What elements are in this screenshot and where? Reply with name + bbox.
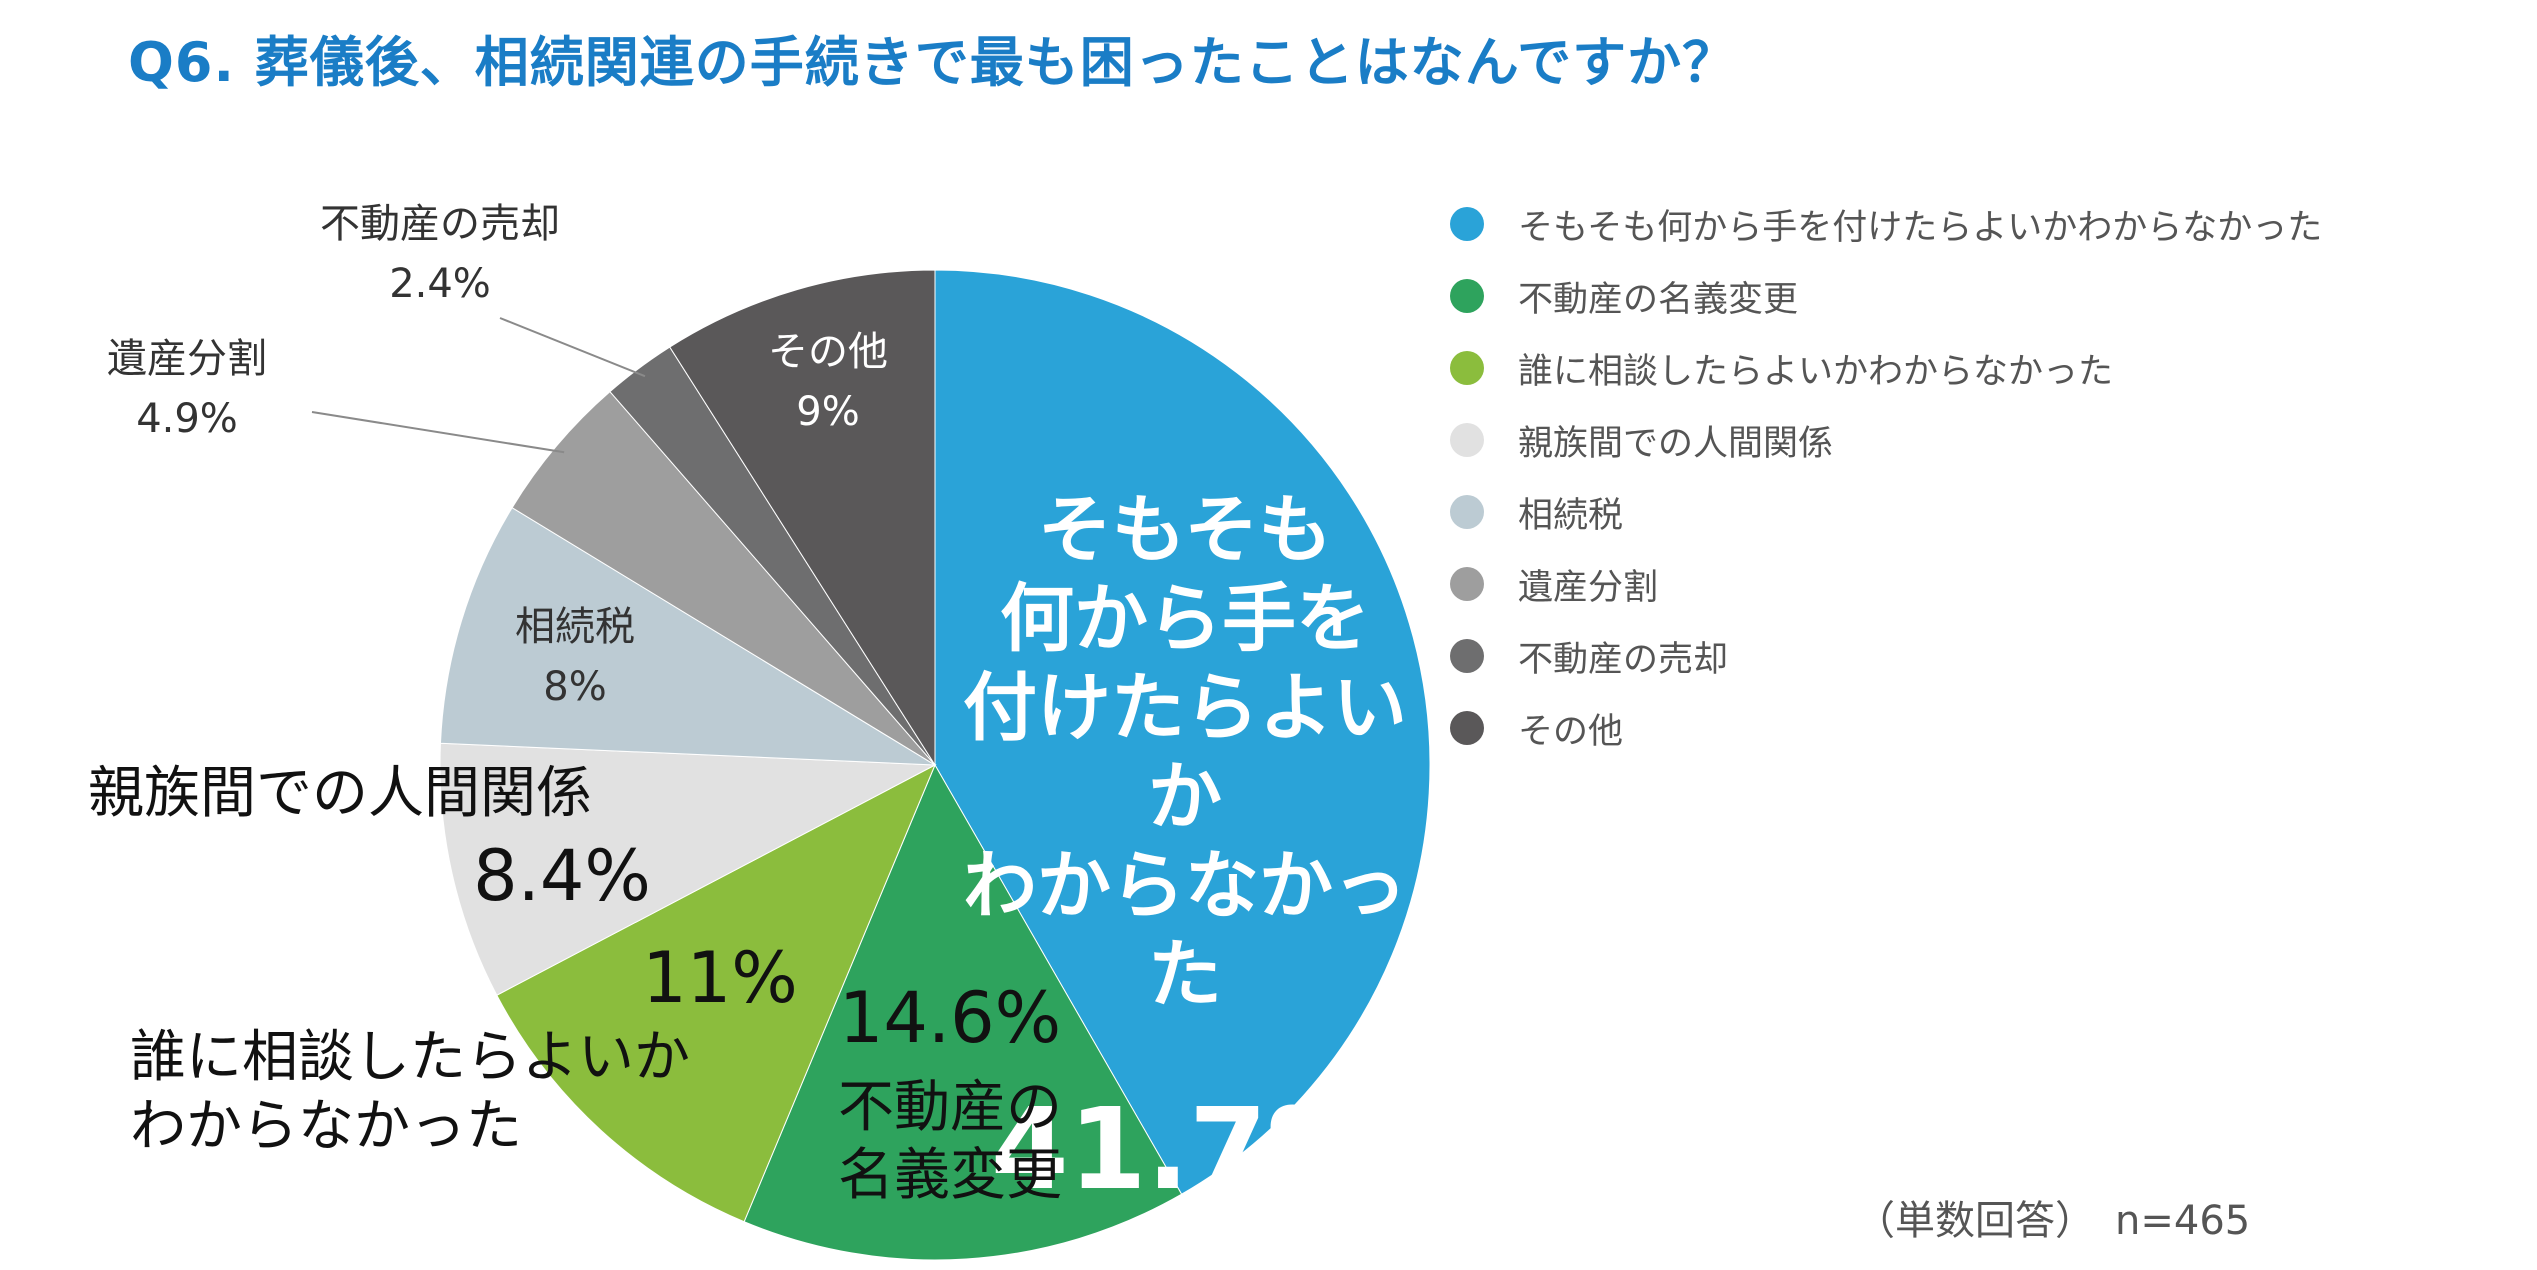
sample-size-label: n=465 xyxy=(2115,1198,2251,1244)
legend-swatch-start-over xyxy=(1450,207,1484,241)
legend: そもそも何から手を付けたらよいかわからなかった 不動産の名義変更誰に相談したらよい… xyxy=(1450,188,2510,764)
slice-name-label-property-title-change: 不動産の名義変更 xyxy=(838,1075,1062,1208)
slice-name-label-consultation: 誰に相談したらよいかわからなかった xyxy=(130,1025,690,1159)
slice-value-label-family-relations: 8.4% xyxy=(473,835,651,917)
legend-item-consultation: 誰に相談したらよいかわからなかった xyxy=(1450,332,2510,404)
slice-name-label-other: その他 xyxy=(768,329,888,375)
slice-name-line-other: その他 xyxy=(768,329,888,375)
slice-name-line-property-sale: 不動産の売却 xyxy=(320,201,560,247)
leader-line-property-sale xyxy=(499,317,646,378)
slice-name-label-start-over: そもそも何から手を付けたらよいかわからなかった xyxy=(963,487,1407,1018)
legend-label-estate-division: 遺産分割 xyxy=(1518,567,1659,608)
slice-name-line-inheritance-tax: 相続税 xyxy=(515,604,635,650)
slice-name-label-estate-division: 遺産分割 xyxy=(107,336,267,382)
pie-slice-other xyxy=(669,269,936,767)
slice-name-line-start-over: 何から手を xyxy=(1000,576,1370,662)
pie-slice-property-title-change xyxy=(743,763,1183,1261)
legend-item-start-over: そもそも何から手を付けたらよいかわからなかった xyxy=(1450,188,2510,260)
slice-name-label-inheritance-tax: 相続税 xyxy=(515,604,635,650)
legend-item-estate-division: 遺産分割 xyxy=(1450,548,2510,620)
legend-swatch-family-relations xyxy=(1450,423,1484,457)
legend-swatch-estate-division xyxy=(1450,567,1484,601)
legend-swatch-property-title-change xyxy=(1450,279,1484,313)
slice-name-line-consultation: わからなかった xyxy=(130,1094,522,1159)
pie-slice-consultation xyxy=(496,763,936,1223)
legend-swatch-consultation xyxy=(1450,351,1484,385)
slice-name-label-family-relations: 親族間での人間関係 xyxy=(88,761,592,826)
slice-name-line-family-relations: 親族間での人間関係 xyxy=(88,761,592,826)
legend-label-property-title-change: 不動産の名義変更 xyxy=(1518,279,1799,320)
legend-item-family-relations: 親族間での人間関係 xyxy=(1450,404,2510,476)
outside-labels: 11%誰に相談したらよいかわからなかった 親族間での人間関係 8.4% 相続税 8% 遺産… xyxy=(88,201,888,1159)
legend-item-property-sale: 不動産の売却 xyxy=(1450,620,2510,692)
slice-name-line-start-over: 付けたらよい xyxy=(963,665,1407,751)
answer-type-label: （単数回答） xyxy=(1855,1198,2095,1244)
slice-name-line-start-over: た xyxy=(1148,932,1222,1018)
slice-name-line-property-title-change: 名義変更 xyxy=(838,1143,1062,1208)
sample-note: （単数回答） n=465 xyxy=(1855,1188,2250,1246)
legend-swatch-inheritance-tax xyxy=(1450,495,1484,529)
slice-value-label-consultation: 11% xyxy=(642,937,798,1019)
pie-slice-family-relations xyxy=(439,742,937,996)
slice-name-line-start-over: か xyxy=(1148,754,1222,840)
pie-slice-start-over xyxy=(934,269,1431,1195)
legend-label-consultation: 誰に相談したらよいかわからなかった xyxy=(1518,351,2114,392)
legend-swatch-property-sale xyxy=(1450,639,1484,673)
legend-item-property-title-change: 不動産の名義変更 xyxy=(1450,260,2510,332)
slice-name-line-start-over: わからなかっ xyxy=(963,843,1407,929)
slice-name-label-property-sale: 不動産の売却 xyxy=(320,201,560,247)
slice-value-label-property-sale: 2.4% xyxy=(389,261,491,307)
legend-item-other: その他 xyxy=(1450,692,2510,764)
slice-value-label-inheritance-tax: 8% xyxy=(543,664,606,710)
pie-slice-inheritance-tax xyxy=(439,507,936,766)
legend-label-inheritance-tax: 相続税 xyxy=(1518,495,1624,536)
legend-label-property-sale: 不動産の売却 xyxy=(1518,639,1729,680)
legend-label-start-over: そもそも何から手を付けたらよいかわからなかった xyxy=(1518,207,2323,248)
legend-item-inheritance-tax: 相続税 xyxy=(1450,476,2510,548)
legend-swatch-other xyxy=(1450,711,1484,745)
leader-line-estate-division xyxy=(311,411,565,454)
slice-name-line-estate-division: 遺産分割 xyxy=(107,336,267,382)
legend-label-other: その他 xyxy=(1518,711,1624,752)
slice-value-label-other: 9% xyxy=(796,389,859,435)
slice-name-line-property-title-change: 不動産の xyxy=(838,1075,1062,1140)
slice-name-line-start-over: そもそも xyxy=(1038,487,1333,573)
pie-slices xyxy=(439,269,1431,1261)
chart-title: Q6. 葬儀後、相続関連の手続きで最も困ったことはなんですか？ xyxy=(128,31,1738,94)
pie-slice-estate-division xyxy=(511,390,936,766)
slice-name-line-consultation: 誰に相談したらよいか xyxy=(130,1025,690,1090)
legend-label-family-relations: 親族間での人間関係 xyxy=(1518,423,1834,464)
slice-value-label-estate-division: 4.9% xyxy=(136,396,238,442)
slice-value-label-property-title-change: 14.6% xyxy=(839,977,1061,1059)
